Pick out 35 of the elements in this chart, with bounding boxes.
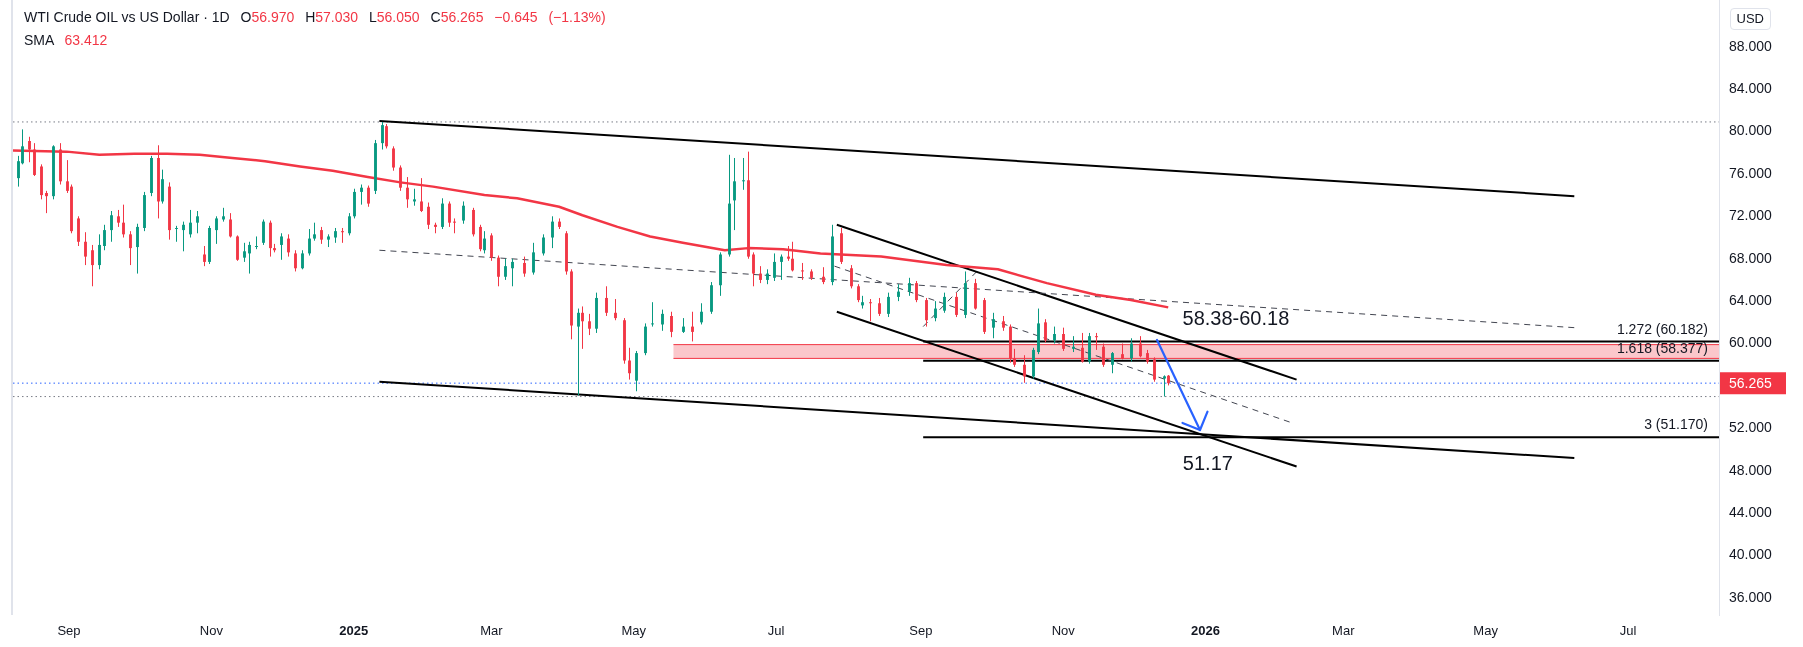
x-tick-label: May [1473,623,1499,639]
y-tick-label: 72.000 [1729,207,1773,224]
y-tick-label: 68.000 [1729,249,1773,266]
ref-line-label: 56.265 [1729,375,1773,392]
y-tick-label: 80.000 [1729,122,1773,139]
x-tick-label: Mar [1332,623,1356,639]
y-tick-label: 88.000 [1729,37,1773,54]
x-tick-label: Sep [909,623,933,639]
x-tick-label: Jul [767,623,785,639]
y-tick-label: 40.000 [1729,546,1773,563]
y-tick-label: 44.000 [1729,504,1773,521]
annotation: 3 (51.170) [1644,416,1708,433]
y-tick-label: 84.000 [1729,79,1773,96]
annotation: 51.17 [1182,451,1233,474]
x-tick-label: 2026 [1191,623,1221,639]
y-axis-title: USD [1729,8,1771,30]
x-tick-label: 2025 [339,623,369,639]
x-tick-label: Nov [1051,623,1076,639]
x-tick-label: May [621,623,647,639]
y-tick-label: 64.000 [1729,292,1773,308]
text: O56.970 H57.030 L56.050 C56.265 −0.645 (−1.13%) [240,9,606,25]
annotation: 1.618 (58.377) [1616,339,1708,356]
annotation: 58.38-60.18 [1182,307,1290,330]
x-tick-label: Nov [199,623,224,639]
annotation: 1.272 (60.182) [1616,320,1708,337]
text: WTI Crude OIL vs US Dollar · 1D [24,9,230,25]
y-tick-label: 48.000 [1729,461,1773,478]
x-tick-label: Sep [57,623,81,639]
y-tick-label: 76.000 [1729,164,1773,181]
x-tick-label: Jul [1619,623,1637,639]
y-tick-label: 60.000 [1729,334,1773,351]
y-tick-label: 36.000 [1729,588,1773,605]
x-tick-label: Mar [480,623,504,639]
y-tick-label: 52.000 [1729,419,1773,436]
annotation: SMA 63.412 [24,32,108,48]
